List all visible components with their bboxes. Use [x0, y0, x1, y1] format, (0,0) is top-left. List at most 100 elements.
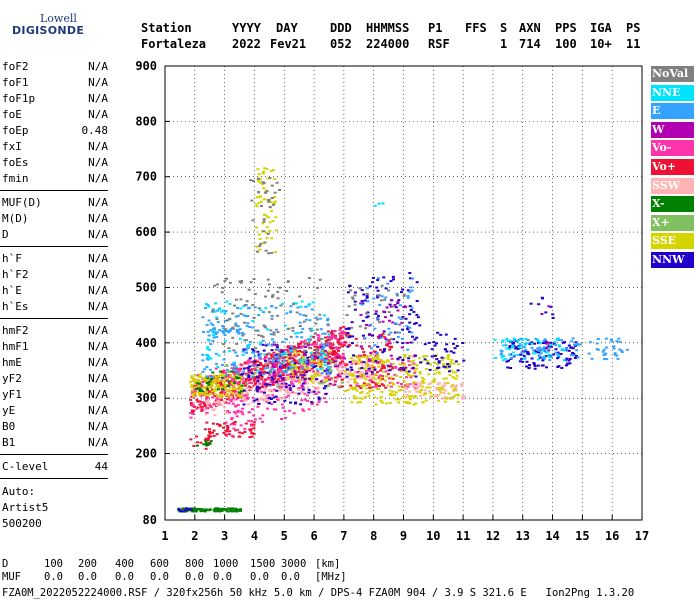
series-noval [211, 177, 406, 356]
data-point [305, 365, 309, 368]
data-point [437, 382, 441, 385]
data-point [359, 387, 363, 389]
data-point [381, 401, 385, 404]
data-point [399, 318, 403, 321]
data-point [549, 344, 553, 347]
data-point [588, 341, 592, 344]
data-point [353, 375, 357, 377]
data-point [281, 379, 285, 382]
data-point [247, 358, 251, 361]
data-point [385, 402, 389, 405]
data-point [341, 363, 345, 366]
data-point [436, 363, 440, 366]
data-point [266, 366, 270, 369]
data-point [558, 344, 561, 347]
data-point [356, 375, 360, 378]
data-point [260, 398, 264, 401]
data-point [246, 392, 249, 395]
data-point [387, 333, 391, 336]
data-point [278, 368, 282, 371]
data-point [231, 387, 235, 390]
data-point [337, 363, 341, 366]
data-point [433, 355, 437, 357]
data-point [261, 420, 265, 423]
data-point [283, 324, 287, 327]
data-point [388, 401, 392, 404]
data-point [304, 351, 308, 354]
data-point [218, 396, 222, 399]
data-point [234, 369, 238, 372]
data-point [355, 397, 359, 400]
data-point [248, 436, 252, 439]
data-point [377, 362, 381, 365]
data-point [265, 215, 269, 218]
data-point [321, 347, 324, 350]
data-point [526, 351, 530, 353]
y-tick-label: 900 [135, 59, 157, 73]
data-point [191, 389, 195, 392]
x-tick-label: 16 [605, 529, 619, 543]
data-point [347, 305, 351, 308]
param-row: h`F N/A [2, 252, 108, 268]
data-point [374, 383, 378, 386]
data-point [448, 370, 451, 373]
data-point [398, 363, 402, 366]
data-point [563, 349, 567, 352]
data-point [382, 350, 386, 352]
data-point [261, 368, 265, 371]
data-point [419, 361, 423, 364]
data-point [367, 358, 371, 361]
data-point [224, 429, 228, 432]
param-row: fmin N/A [2, 172, 108, 188]
data-point [193, 385, 197, 387]
data-point [397, 398, 401, 401]
data-point [252, 180, 255, 182]
data-point [233, 366, 237, 369]
data-point [289, 305, 293, 308]
data-point [244, 349, 248, 352]
data-point [310, 376, 313, 379]
data-point [408, 272, 412, 274]
data-point [371, 373, 374, 376]
data-point [517, 346, 521, 349]
data-point [404, 367, 408, 370]
data-point [261, 339, 265, 342]
data-point [343, 376, 347, 379]
data-point [196, 406, 200, 409]
data-point [313, 353, 317, 356]
data-point [294, 353, 298, 356]
param-name: foEp [2, 124, 29, 137]
data-point [365, 372, 368, 375]
data-point [246, 397, 249, 400]
data-point [438, 390, 442, 393]
data-point [214, 302, 217, 305]
data-point [456, 400, 460, 403]
distance-value: 1500 [250, 558, 276, 570]
data-point [362, 334, 365, 337]
data-point [364, 378, 368, 381]
data-point [446, 366, 450, 369]
data-point [206, 330, 210, 333]
data-point [545, 366, 548, 369]
data-point [223, 391, 227, 394]
param-name: yF1 [2, 388, 22, 401]
data-point [361, 385, 365, 388]
data-point [524, 348, 528, 351]
data-point [451, 376, 455, 379]
data-point [400, 291, 403, 294]
x-tick-label: 17 [635, 529, 649, 543]
data-point [289, 311, 292, 314]
data-point [270, 362, 274, 365]
data-point [369, 386, 372, 389]
data-point [258, 238, 262, 240]
data-point [189, 412, 193, 414]
data-point [252, 414, 256, 417]
data-point [387, 311, 391, 314]
data-point [265, 226, 269, 229]
data-point [235, 376, 238, 379]
data-point [258, 386, 262, 389]
data-point [195, 509, 198, 512]
data-point [367, 367, 371, 370]
data-point [437, 388, 441, 391]
data-point [414, 375, 418, 378]
